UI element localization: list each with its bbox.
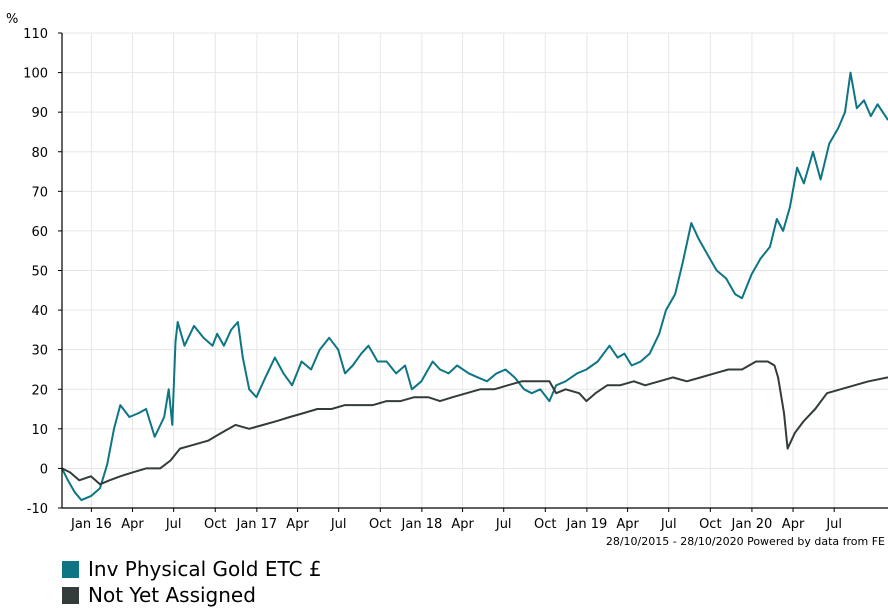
x-tick-label: Oct xyxy=(534,517,556,532)
y-unit-label: % xyxy=(6,12,18,27)
series-line-1 xyxy=(61,360,888,486)
y-tick-label: 70 xyxy=(31,185,48,200)
x-tick-label: Jul xyxy=(825,517,842,532)
y-tick-label: 50 xyxy=(31,265,48,280)
x-tick-label: Apr xyxy=(286,517,309,532)
y-tick-label: 40 xyxy=(31,304,48,319)
y-tick-label: 10 xyxy=(31,423,48,438)
y-tick-label: 90 xyxy=(31,106,48,121)
x-tick-label: Oct xyxy=(369,517,391,532)
x-tick-label: Apr xyxy=(782,517,805,532)
x-tick-label: Oct xyxy=(699,517,721,532)
chart-axes: -10 0 10 20 30 40 50 60 70 80 90 100 110 Jan 16 Apr Jul… xyxy=(23,27,888,532)
x-tick-label: Jul xyxy=(165,517,182,532)
legend-swatch-icon xyxy=(62,560,79,578)
legend-item-gold[interactable]: Inv Physical Gold ETC £ xyxy=(62,556,322,582)
x-tick-label: Apr xyxy=(451,517,474,532)
y-tick-label: 110 xyxy=(23,27,48,42)
y-tick-label: 60 xyxy=(31,225,48,240)
x-tick-label: Jan 16 xyxy=(70,517,112,532)
x-tick-label: Jul xyxy=(330,517,347,532)
line-chart: -10 0 10 20 30 40 50 60 70 80 90 100 110 Jan 16 Apr Jul… xyxy=(6,12,888,548)
legend-swatch-icon xyxy=(62,586,79,604)
chart-grid xyxy=(62,32,888,509)
date-range-note: 28/10/2015 - 28/10/2020 Powered by data … xyxy=(606,535,885,548)
series-line-0 xyxy=(61,71,888,502)
x-tick-label: Jan 18 xyxy=(401,517,443,532)
x-tick-label: Apr xyxy=(616,517,639,532)
legend-label: Not Yet Assigned xyxy=(88,583,256,607)
x-tick-label: Jan 19 xyxy=(566,517,608,532)
y-tick-label: 30 xyxy=(31,344,48,359)
x-tick-label: Apr xyxy=(121,517,144,532)
x-tick-label: Jul xyxy=(660,517,677,532)
series-layer xyxy=(61,71,888,502)
y-tick-label: 80 xyxy=(31,146,48,161)
y-tick-label: 100 xyxy=(23,67,48,82)
x-tick-label: Jan 17 xyxy=(235,517,277,532)
chart-legend: Inv Physical Gold ETC £ Not Yet Assigned xyxy=(62,556,322,608)
y-tick-label: 20 xyxy=(31,383,48,398)
x-tick-label: Jan 20 xyxy=(731,517,773,532)
x-tick-label: Oct xyxy=(204,517,226,532)
legend-item-unassigned[interactable]: Not Yet Assigned xyxy=(62,582,322,608)
x-tick-label: Jul xyxy=(495,517,512,532)
y-tick-label: -10 xyxy=(27,502,48,517)
y-tick-label: 0 xyxy=(40,462,48,477)
legend-label: Inv Physical Gold ETC £ xyxy=(88,557,322,581)
